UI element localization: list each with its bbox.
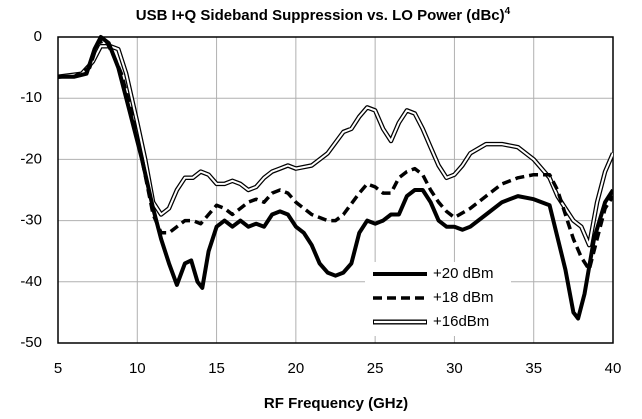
x-tick-label: 10 (129, 360, 146, 377)
y-tick-label: -20 (20, 150, 42, 167)
series-line-core (58, 45, 613, 247)
series (58, 35, 613, 321)
plot-frame (57, 36, 614, 344)
series-line (58, 38, 613, 272)
legend-label: +20 dBm (433, 265, 493, 282)
chart-title: USB I+Q Sideband Suppression vs. LO Powe… (136, 6, 511, 24)
series (58, 43, 613, 248)
series (58, 38, 613, 272)
x-axis-label: RF Frequency (GHz) (264, 395, 408, 412)
x-tick-label: 25 (367, 360, 384, 377)
x-tick-label: 40 (605, 360, 622, 377)
legend-label: +16dBm (433, 313, 489, 330)
title-superscript: 4 (505, 6, 511, 17)
y-tick-label: -40 (20, 273, 42, 290)
legend-item: +18 dBm (373, 289, 493, 306)
legend-item: +20 dBm (373, 265, 493, 282)
x-tick-label: 30 (446, 360, 463, 377)
x-tick-label: 35 (525, 360, 542, 377)
y-tick-label: -30 (20, 212, 42, 229)
x-tick-label: 20 (288, 360, 305, 377)
y-tick-label: -50 (20, 334, 42, 351)
y-tick-label: -10 (20, 89, 42, 106)
x-tick-label: 5 (54, 360, 62, 377)
title-text: USB I+Q Sideband Suppression vs. LO Powe… (136, 7, 505, 24)
y-tick-label: 0 (34, 28, 42, 45)
x-tick-label: 15 (208, 360, 225, 377)
series-line (58, 35, 613, 321)
legend-item: +16dBm (373, 313, 489, 330)
legend-label: +18 dBm (433, 289, 493, 306)
